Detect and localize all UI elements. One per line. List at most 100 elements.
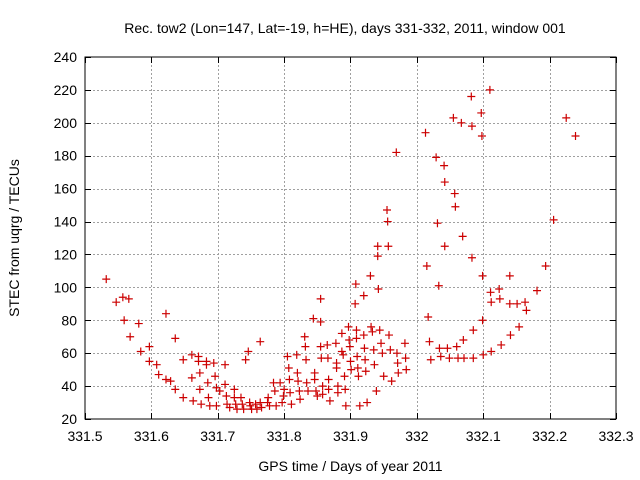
data-point [287, 400, 296, 409]
data-point [459, 336, 468, 345]
data-point [486, 288, 495, 297]
data-point [212, 383, 221, 392]
data-point [256, 398, 265, 407]
data-point [316, 342, 325, 351]
data-point [337, 329, 346, 338]
data-point [278, 398, 287, 407]
data-point [296, 395, 305, 404]
data-point [432, 153, 441, 162]
data-point [469, 326, 478, 335]
x-tick-label: 331.9 [333, 428, 368, 444]
y-axis-label: STEC from uqrg / TECUs [6, 159, 22, 317]
data-point [505, 299, 514, 308]
x-tick-label: 332.3 [598, 428, 633, 444]
data-point [195, 368, 204, 377]
data-point [236, 393, 245, 402]
data-point [495, 285, 504, 294]
data-point [359, 331, 368, 340]
data-point [421, 128, 430, 137]
data-point [452, 342, 461, 351]
data-point [401, 354, 410, 363]
data-point [112, 298, 121, 307]
data-point [479, 350, 488, 359]
data-point [340, 372, 349, 381]
data-point [370, 360, 379, 369]
data-point [345, 336, 354, 345]
data-point [351, 299, 360, 308]
data-point [194, 357, 203, 366]
data-point [361, 355, 370, 364]
data-point [506, 331, 515, 340]
data-point [318, 390, 327, 399]
data-point [341, 401, 350, 410]
data-point [304, 387, 313, 396]
data-point [522, 306, 531, 315]
data-point [379, 372, 388, 381]
data-point [221, 360, 230, 369]
data-point [478, 271, 487, 280]
data-point [533, 286, 542, 295]
data-point [301, 342, 310, 351]
data-point [344, 322, 353, 331]
data-point [505, 271, 514, 280]
data-point [179, 393, 188, 402]
data-point [354, 372, 363, 381]
data-point [402, 365, 411, 374]
data-point [179, 355, 188, 364]
data-point [318, 382, 327, 391]
data-point [256, 337, 265, 346]
data-point [467, 92, 476, 101]
y-tick-label: 240 [54, 49, 78, 65]
data-point [443, 344, 452, 353]
y-tick-label: 100 [54, 279, 78, 295]
data-point [515, 322, 524, 331]
data-point [264, 393, 273, 402]
y-tick-label: 20 [61, 411, 77, 427]
data-point [440, 242, 449, 251]
data-point [346, 357, 355, 366]
data-point [279, 391, 288, 400]
data-point [425, 337, 434, 346]
data-point [215, 387, 224, 396]
data-point [212, 401, 221, 410]
data-point [383, 206, 392, 215]
data-point [263, 398, 272, 407]
data-point [366, 271, 375, 280]
data-point [363, 398, 372, 407]
data-point [295, 387, 304, 396]
data-point [368, 327, 377, 336]
data-point [195, 385, 204, 394]
data-point [400, 339, 409, 348]
data-point [120, 316, 129, 325]
data-point [372, 387, 381, 396]
data-point [562, 113, 571, 122]
data-point [352, 326, 361, 335]
data-point [166, 377, 175, 386]
data-point [487, 347, 496, 356]
data-point [222, 391, 231, 400]
data-point [445, 354, 454, 363]
data-point [353, 363, 362, 372]
data-point [145, 342, 154, 351]
data-point [187, 373, 196, 382]
data-point [332, 363, 341, 372]
chart-title: Rec. tow2 (Lon=147, Lat=-19, h=HE), days… [124, 20, 566, 36]
data-point [189, 396, 198, 405]
x-tick-label: 331.8 [267, 428, 302, 444]
data-point [197, 400, 206, 409]
data-point [469, 354, 478, 363]
data-point [251, 400, 260, 409]
data-point [292, 350, 301, 359]
data-point [187, 350, 196, 359]
data-point [449, 113, 458, 122]
data-point [393, 359, 402, 368]
data-point [345, 342, 354, 351]
data-point [252, 405, 261, 414]
data-point [392, 148, 401, 157]
data-point [434, 281, 443, 290]
data-point [245, 398, 254, 407]
data-point [440, 178, 449, 187]
data-point [209, 359, 218, 368]
data-points [102, 85, 580, 414]
